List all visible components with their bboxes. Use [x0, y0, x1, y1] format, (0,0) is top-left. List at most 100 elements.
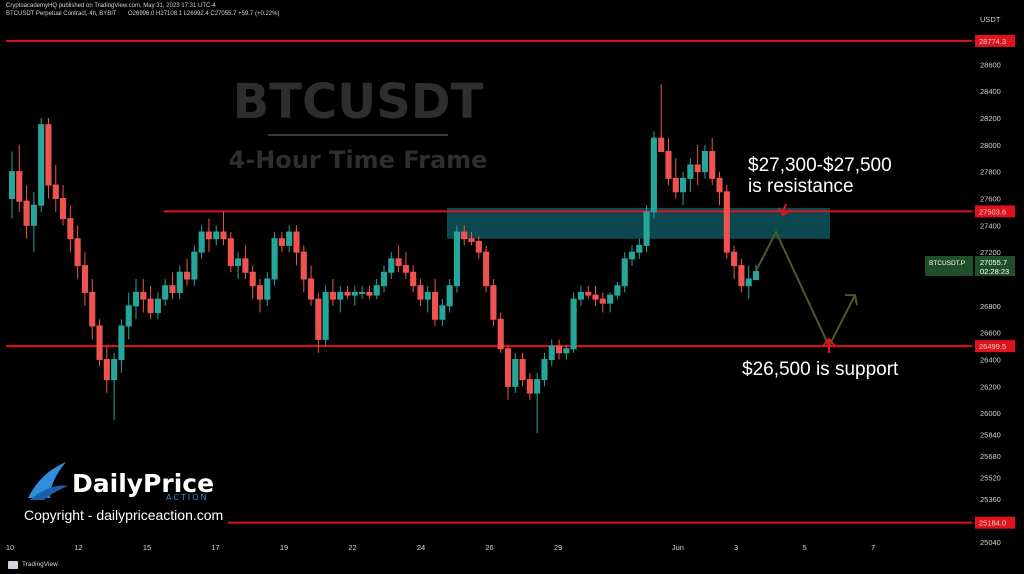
candle-body — [709, 151, 716, 179]
logo-sub: ACTION — [166, 493, 208, 502]
logo-main: DailyPrice — [72, 469, 214, 498]
candle-body — [125, 305, 132, 327]
chart-watermark: BTCUSDT 4-Hour Time Frame — [229, 74, 488, 174]
candle-body — [52, 184, 59, 199]
candle-body — [286, 231, 293, 246]
candle-body — [643, 211, 650, 246]
candle-body — [592, 294, 599, 300]
candle-body — [162, 285, 169, 300]
y-tick-label: 26600 — [980, 329, 1001, 338]
y-tick-label: 26800 — [980, 302, 1001, 311]
candle-body — [89, 291, 96, 327]
badge-price: 27055.7 — [980, 258, 1007, 267]
x-tick-label: 24 — [417, 543, 425, 552]
badge-symbol: BTCUSDT.P — [929, 260, 965, 267]
candle-body — [38, 124, 45, 206]
symbol-info: BTCUSDT Perpetual Contract, 4h, BYBIT — [6, 11, 117, 17]
candle-body — [607, 294, 614, 304]
candle-body — [293, 231, 300, 253]
y-tick-label: 26000 — [980, 409, 1001, 418]
candle-body — [249, 271, 256, 287]
candle-body — [504, 348, 512, 387]
candle-body — [344, 291, 351, 296]
candle-body — [512, 359, 519, 387]
candle-body — [585, 291, 592, 296]
dailyprice-logo: DailyPrice ACTION Copyright - dailyprice… — [22, 462, 223, 527]
support-annotation: $26,500 is support — [742, 337, 899, 380]
candle-body — [220, 231, 227, 240]
candle-body — [731, 251, 738, 267]
watermark-subtitle: 4-Hour Time Frame — [229, 146, 488, 174]
y-tick-label: 27800 — [980, 168, 1001, 177]
y-tick-label: 25840 — [980, 431, 1001, 440]
candle-body — [308, 278, 315, 300]
candle-body — [154, 298, 161, 314]
candle-body — [417, 285, 424, 300]
candle-body — [577, 291, 584, 300]
candle-body — [636, 244, 643, 253]
time-axis[interactable]: 10 12 15 17 19 22 24 26 29 Jun 3 5 7 — [6, 543, 875, 552]
candle-body — [213, 231, 220, 240]
support-label: $26,500 is support — [742, 359, 899, 380]
candle-body — [402, 265, 409, 273]
candle-body — [680, 177, 687, 193]
candle-body — [366, 291, 373, 296]
x-tick-label: 12 — [74, 543, 82, 552]
candles — [8, 84, 760, 434]
y-tick-label: 25520 — [980, 474, 1001, 483]
candle-body — [658, 137, 665, 153]
level-badge — [975, 205, 1015, 218]
candle-body — [351, 291, 358, 296]
y-tick-label: 28600 — [980, 60, 1001, 69]
logo-swoosh-icon — [28, 462, 66, 498]
candle-body — [81, 265, 88, 293]
price-axis[interactable]: USDT 28774.3 27503.6 26499.5 25184.0 28600 28… — [975, 15, 1015, 547]
candle-body — [16, 171, 23, 202]
candle-body — [650, 137, 657, 213]
y-tick-label: 28200 — [980, 114, 1001, 123]
candle-body — [45, 124, 52, 186]
level-label: 28774.3 — [979, 37, 1006, 46]
candle-body — [140, 291, 147, 300]
candle-body — [30, 204, 37, 226]
y-tick-label: 26200 — [980, 382, 1001, 391]
candle-body — [468, 238, 475, 242]
x-tick-label: 5 — [803, 543, 807, 552]
candle-body — [111, 359, 118, 381]
candle-body — [198, 231, 205, 253]
candle-body — [424, 291, 431, 300]
candle-body — [300, 251, 307, 280]
candle-body — [147, 298, 154, 314]
y-tick-label: 28400 — [980, 87, 1001, 96]
candle-body — [483, 251, 490, 287]
footer-bar: TradingView — [0, 558, 1024, 574]
candle-body — [256, 285, 264, 300]
candle-body — [694, 164, 701, 173]
candle-body — [359, 291, 366, 294]
projection-arrowhead-icon — [845, 294, 858, 306]
support-arrow-icon — [822, 337, 836, 353]
candle-body — [614, 285, 621, 296]
candle-body — [235, 258, 242, 267]
candle-body — [432, 291, 439, 320]
candle-body — [315, 298, 322, 340]
x-tick-label: 19 — [280, 543, 288, 552]
candle-body — [395, 258, 402, 267]
candle-body — [548, 345, 555, 361]
chart-header: CryptoacademyHQ published on TradingView… — [0, 0, 1024, 17]
candle-body — [752, 270, 760, 281]
y-tick-label: 27400 — [980, 221, 1001, 230]
candle-body — [271, 238, 278, 280]
candle-body — [96, 325, 103, 361]
candle-body — [556, 345, 563, 354]
resistance-arrow-icon — [778, 203, 792, 217]
resistance-line2: is resistance — [748, 176, 854, 197]
candle-body — [205, 231, 212, 240]
candle-body — [184, 271, 191, 280]
x-tick-label: Jun — [672, 543, 684, 552]
resistance-annotation: $27,300-$27,500 is resistance — [748, 155, 892, 217]
publisher-text: CryptoacademyHQ published on TradingView… — [6, 3, 216, 9]
candle-body — [410, 271, 417, 287]
candle-body — [723, 191, 730, 253]
